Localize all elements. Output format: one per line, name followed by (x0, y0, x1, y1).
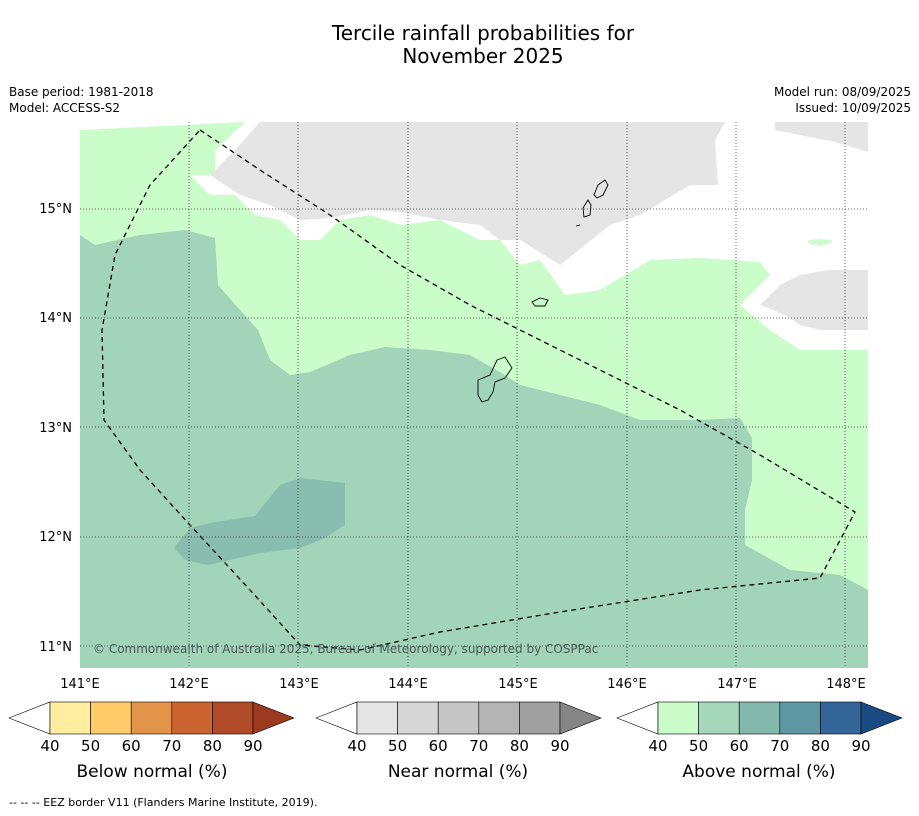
colorbar-segment (49, 701, 91, 735)
tinian-island (582, 199, 592, 218)
lat-label-15n: 15°N (39, 202, 72, 217)
issued-date: Issued: 10/09/2025 (795, 101, 911, 115)
map-area: © Commonwealth of Australia 2025, Bureau… (80, 122, 868, 668)
colorbar-segment (90, 701, 132, 735)
lon-label-145e: 145°E (498, 677, 538, 692)
above-50-zone (80, 230, 868, 668)
colorbar-segment (820, 701, 862, 735)
aguijan-islet (575, 224, 581, 227)
colorbar-segment (212, 701, 254, 735)
colorbar-arrow-low (8, 701, 51, 735)
colorbar-segment (519, 701, 561, 735)
title-line-2: November 2025 (402, 44, 564, 68)
colorbar-tick-label: 70 (162, 737, 181, 755)
near-40-zone-east (775, 122, 868, 152)
model-name: Model: ACCESS-S2 (9, 101, 121, 115)
lon-label-142e: 142°E (169, 677, 209, 692)
colorbar-segment (698, 701, 740, 735)
colorbar-segment (356, 701, 398, 735)
near-40-zone-southeast (760, 270, 868, 330)
colorbar-segment (738, 701, 781, 735)
colorbar-tick-label: 40 (40, 737, 59, 755)
lon-label-147e: 147°E (717, 677, 757, 692)
colorbar-arrow-high (860, 701, 903, 735)
lon-label-148e: 148°E (826, 677, 866, 692)
colorbar-label-above: Above normal (%) (682, 762, 836, 782)
meta-right: Model run: 08/09/2025 Issued: 10/09/2025 (774, 84, 911, 116)
meta-left: Base period: 1981-2018 Model: ACCESS-S2 (9, 84, 154, 116)
lon-label-146e: 146°E (607, 677, 647, 692)
map-title: Tercile rainfall probabilities for Novem… (0, 22, 919, 68)
model-run: Model run: 08/09/2025 (773, 85, 911, 99)
colorbar-tick-label: 50 (81, 737, 100, 755)
colorbar-arrow-low (315, 701, 358, 735)
lat-label-13n: 13°N (39, 421, 72, 436)
colorbar-segment (397, 701, 439, 735)
colorbar-label-below: Below normal (%) (76, 762, 228, 782)
lon-label-144e: 144°E (388, 677, 428, 692)
colorbar-tick-label: 70 (469, 737, 488, 755)
colorbar-tick-label: 60 (429, 737, 448, 755)
island-outlines (477, 179, 609, 403)
lon-label-143e: 143°E (279, 677, 319, 692)
colorbar-arrow-high (252, 701, 295, 735)
title-line-1: Tercile rainfall probabilities for (331, 21, 635, 45)
rota-island (531, 297, 549, 307)
latitude-labels: 15°N 14°N 13°N 12°N 11°N (39, 202, 72, 655)
colorbar-tick-label: 60 (730, 737, 749, 755)
lon-label-141e: 141°E (60, 677, 100, 692)
colorbar-segment (130, 701, 173, 735)
colorbar-segment (657, 701, 699, 735)
eez-footnote: -- -- -- EEZ border V11 (Flanders Marine… (9, 796, 318, 809)
colorbar-tick-label: 60 (122, 737, 141, 755)
colorbar-label-near: Near normal (%) (387, 762, 529, 782)
colorbar-near-normal: 40 50 60 70 80 90 (315, 701, 602, 755)
colorbar-tick-label: 90 (851, 737, 870, 755)
above-40-patch (808, 239, 832, 245)
graticule (80, 122, 868, 668)
base-period: Base period: 1981-2018 (9, 85, 154, 99)
colorbar-tick-label: 90 (243, 737, 262, 755)
colorbar-tick-label: 50 (388, 737, 407, 755)
lat-label-14n: 14°N (39, 311, 72, 326)
near-40-zone-north (210, 122, 725, 265)
colorbar-arrow-high (559, 701, 602, 735)
above-60-zone (174, 478, 345, 565)
saipan-island (593, 179, 609, 199)
lat-label-11n: 11°N (39, 640, 72, 655)
guam-island (477, 356, 513, 403)
longitude-labels: 141°E 142°E 143°E 144°E 145°E 146°E 147°… (60, 677, 866, 692)
colorbar-arrow-low (616, 701, 659, 735)
colorbar-tick-label: 70 (770, 737, 789, 755)
copyright-notice: © Commonwealth of Australia 2025, Bureau… (93, 642, 598, 656)
lat-label-12n: 12°N (39, 530, 72, 545)
colorbar-segment (171, 701, 213, 735)
eez-border (101, 129, 856, 651)
colorbar-segment (779, 701, 821, 735)
colorbar-segment (478, 701, 520, 735)
colorbar-tick-label: 40 (648, 737, 667, 755)
colorbar-segment (437, 701, 480, 735)
colorbar-tick-label: 80 (203, 737, 222, 755)
colorbar-above-normal: 40 50 60 70 80 90 (616, 701, 903, 755)
colorbar-tick-label: 80 (811, 737, 830, 755)
colorbar-tick-label: 90 (550, 737, 569, 755)
colorbar-below-normal: 40 50 60 70 80 90 (8, 701, 295, 755)
colorbar-tick-label: 80 (510, 737, 529, 755)
colorbar-tick-label: 40 (347, 737, 366, 755)
colorbar-tick-label: 50 (689, 737, 708, 755)
